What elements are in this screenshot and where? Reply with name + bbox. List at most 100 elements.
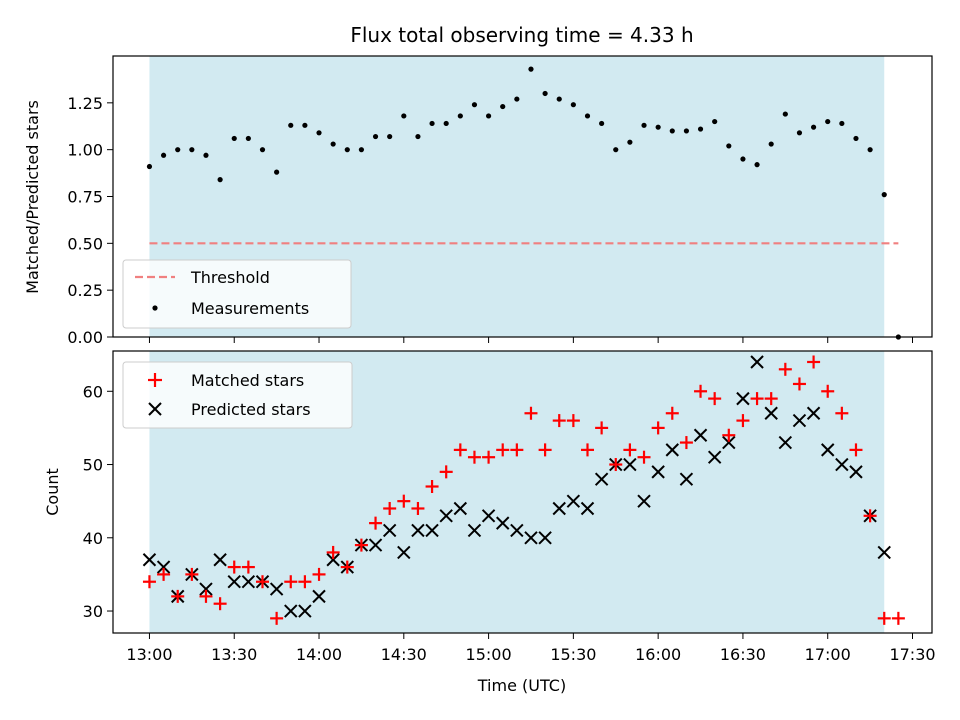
matched-point — [581, 443, 594, 457]
matched-point — [171, 589, 185, 603]
matched-point — [722, 428, 736, 442]
x-tick-label: 13:30 — [211, 645, 257, 664]
measurement-point — [372, 133, 379, 140]
matched-point — [270, 611, 284, 625]
matched-point — [623, 443, 637, 457]
predicted-point — [213, 553, 227, 567]
predicted-point — [269, 582, 284, 596]
predicted-point — [510, 523, 524, 538]
predicted-point — [849, 465, 863, 479]
measurement-point — [570, 102, 576, 108]
bottom-y-axis-label: Count — [43, 468, 62, 516]
measurement-point — [203, 152, 209, 158]
measurement-point — [146, 163, 153, 170]
matched-point — [510, 443, 524, 457]
measurement-point — [500, 103, 506, 110]
predicted-point — [722, 435, 736, 450]
measurement-point — [542, 90, 548, 97]
matched-point — [439, 465, 453, 479]
matched-point — [792, 377, 806, 391]
measurement-point — [825, 118, 831, 125]
measurement-point — [274, 169, 280, 175]
predicted-point — [467, 523, 482, 538]
matched-point — [213, 597, 227, 611]
top-y-tick-label: 0.00 — [67, 328, 103, 347]
matched-point — [609, 458, 623, 472]
measurement-point — [160, 152, 167, 158]
measurement-point — [528, 66, 534, 72]
measurement-point — [768, 141, 774, 147]
matched-point — [425, 480, 439, 494]
measurement-point — [796, 130, 803, 136]
measurement-point — [344, 147, 350, 153]
measurement-point — [613, 147, 619, 153]
matched-point — [298, 575, 312, 589]
measurement-point — [782, 111, 788, 117]
measurement-point — [669, 128, 675, 134]
measurement-point — [754, 162, 760, 168]
measurement-point — [655, 124, 661, 130]
matched-point — [679, 436, 693, 450]
predicted-point — [397, 545, 411, 560]
bottom-y-tick-label: 30 — [83, 602, 103, 621]
measurement-point — [697, 126, 704, 132]
predicted-point — [439, 509, 453, 523]
measurement-point — [641, 122, 647, 128]
matched-point — [496, 443, 510, 457]
measurement-point — [839, 120, 845, 127]
measurement-point — [189, 147, 195, 153]
top-y-tick-label: 0.50 — [67, 234, 103, 253]
measurement-point — [485, 113, 492, 119]
matched-point — [566, 414, 580, 428]
measurement-point — [316, 130, 322, 136]
matched-point — [835, 406, 849, 420]
matched-point — [595, 421, 609, 435]
measurement-point — [429, 120, 435, 127]
x-tick-label: 14:00 — [296, 645, 342, 664]
matched-point — [284, 575, 298, 589]
matched-point — [199, 589, 213, 603]
predicted-point — [736, 391, 750, 406]
predicted-point — [411, 523, 425, 538]
top-y-tick-label: 0.25 — [67, 281, 103, 300]
predicted-point — [750, 355, 764, 369]
chart-title: Flux total observing time = 4.33 h — [350, 23, 693, 47]
predicted-point — [368, 538, 383, 552]
predicted-point — [580, 501, 595, 516]
predicted-point — [284, 604, 298, 618]
matched-point — [453, 443, 467, 457]
predicted-point — [806, 406, 821, 420]
legend-measurements-label: Measurements — [191, 299, 309, 318]
predicted-point — [835, 457, 849, 472]
measurement-point — [683, 128, 690, 134]
top-y-tick-label: 0.75 — [67, 188, 103, 207]
measurement-point — [175, 147, 181, 153]
x-tick-label: 17:30 — [889, 645, 935, 664]
top-y-axis-label: Matched/Predicted stars — [23, 100, 42, 294]
bottom-y-tick-label: 50 — [83, 456, 103, 475]
predicted-point — [326, 553, 340, 567]
measurement-point — [245, 135, 251, 142]
measurement-point — [853, 135, 859, 142]
predicted-point — [453, 501, 468, 516]
predicted-point — [821, 443, 835, 457]
matched-point — [227, 560, 241, 574]
matched-point — [849, 443, 863, 457]
measurement-point — [401, 113, 407, 119]
legend-matched-swatch — [148, 373, 162, 387]
legend-threshold-label: Threshold — [190, 268, 270, 287]
x-tick-label: 17:00 — [805, 645, 851, 664]
legend-matched-label: Matched stars — [191, 371, 304, 390]
matched-point — [467, 450, 481, 464]
x-tick-label: 13:00 — [126, 645, 172, 664]
matched-point — [354, 538, 368, 552]
matched-point — [736, 414, 750, 428]
x-tick-label: 16:00 — [635, 645, 681, 664]
predicted-point — [312, 589, 326, 604]
measurement-point — [302, 122, 308, 128]
top-y-tick-label: 1.25 — [67, 94, 103, 113]
predicted-point — [764, 406, 778, 420]
legend-measurements-swatch — [152, 305, 158, 311]
measurement-point — [415, 133, 421, 140]
